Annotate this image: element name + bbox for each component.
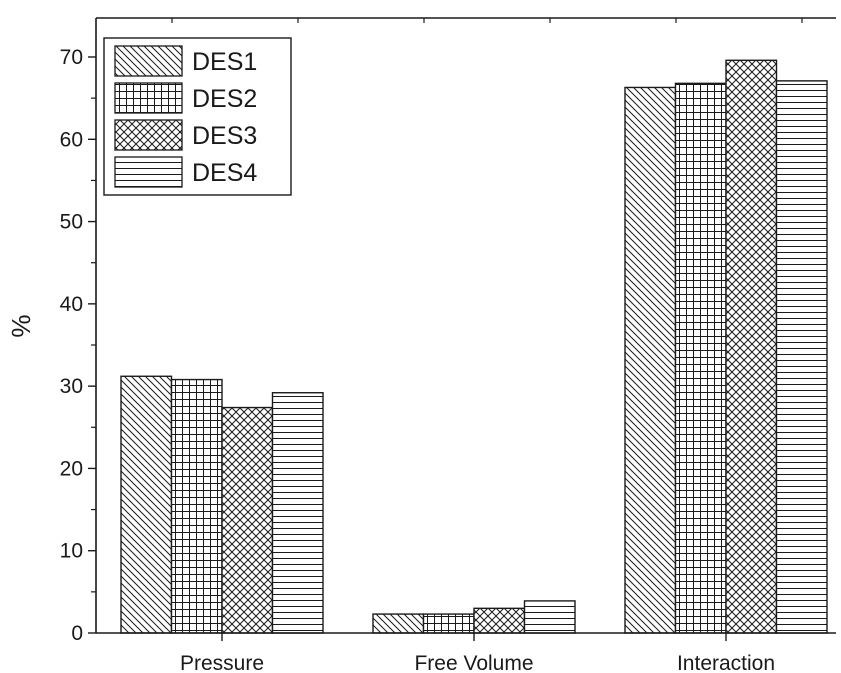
y-tick-label: 40 bbox=[60, 293, 83, 316]
bar-des1-interaction bbox=[624, 86, 677, 634]
legend-swatch-des3 bbox=[114, 119, 183, 151]
bar-des4-free-volume bbox=[523, 600, 576, 634]
legend-label-des2: DES2 bbox=[192, 85, 257, 113]
y-tick-label: 10 bbox=[60, 540, 83, 563]
bar-des1-free-volume bbox=[372, 613, 425, 634]
legend-swatch-des2 bbox=[114, 82, 183, 114]
bar-des2-free-volume bbox=[422, 613, 475, 634]
y-tick-label: 20 bbox=[60, 457, 83, 480]
legend-label-des3: DES3 bbox=[192, 122, 257, 150]
ticks-layer: 0 10 20 30 40 50 60 70 bbox=[60, 18, 803, 645]
bar-des2-interaction bbox=[674, 82, 727, 634]
bar-des2-pressure bbox=[170, 378, 223, 634]
bar-des1-pressure bbox=[120, 375, 173, 634]
legend-label-des4: DES4 bbox=[192, 159, 257, 187]
y-tick-label: 0 bbox=[71, 622, 83, 645]
legend-items: DES1 DES2 DES3 DES4 bbox=[114, 45, 257, 188]
x-tick-label: Pressure bbox=[180, 652, 264, 673]
y-tick-label: 70 bbox=[60, 46, 83, 69]
legend-swatch-des1 bbox=[114, 45, 183, 77]
x-tick-label: Interaction bbox=[677, 652, 775, 673]
y-tick-label: 30 bbox=[60, 375, 83, 398]
x-tick-label: Free Volume bbox=[414, 652, 533, 673]
y-tick-label: 60 bbox=[60, 128, 83, 151]
bar-des4-interaction bbox=[775, 80, 828, 634]
bars-layer: Pressure Free Volume Interaction bbox=[120, 59, 828, 673]
legend: DES1 DES2 DES3 DES4 bbox=[103, 37, 292, 196]
y-axis-title: % bbox=[6, 314, 36, 337]
bar-des3-free-volume bbox=[473, 607, 526, 634]
bar-des4-pressure bbox=[271, 392, 324, 634]
bar-des3-interaction bbox=[725, 59, 778, 634]
y-tick-label: 50 bbox=[60, 211, 83, 234]
bar-des3-pressure bbox=[221, 406, 274, 634]
legend-swatch-des4 bbox=[114, 156, 183, 188]
legend-label-des1: DES1 bbox=[192, 48, 257, 76]
